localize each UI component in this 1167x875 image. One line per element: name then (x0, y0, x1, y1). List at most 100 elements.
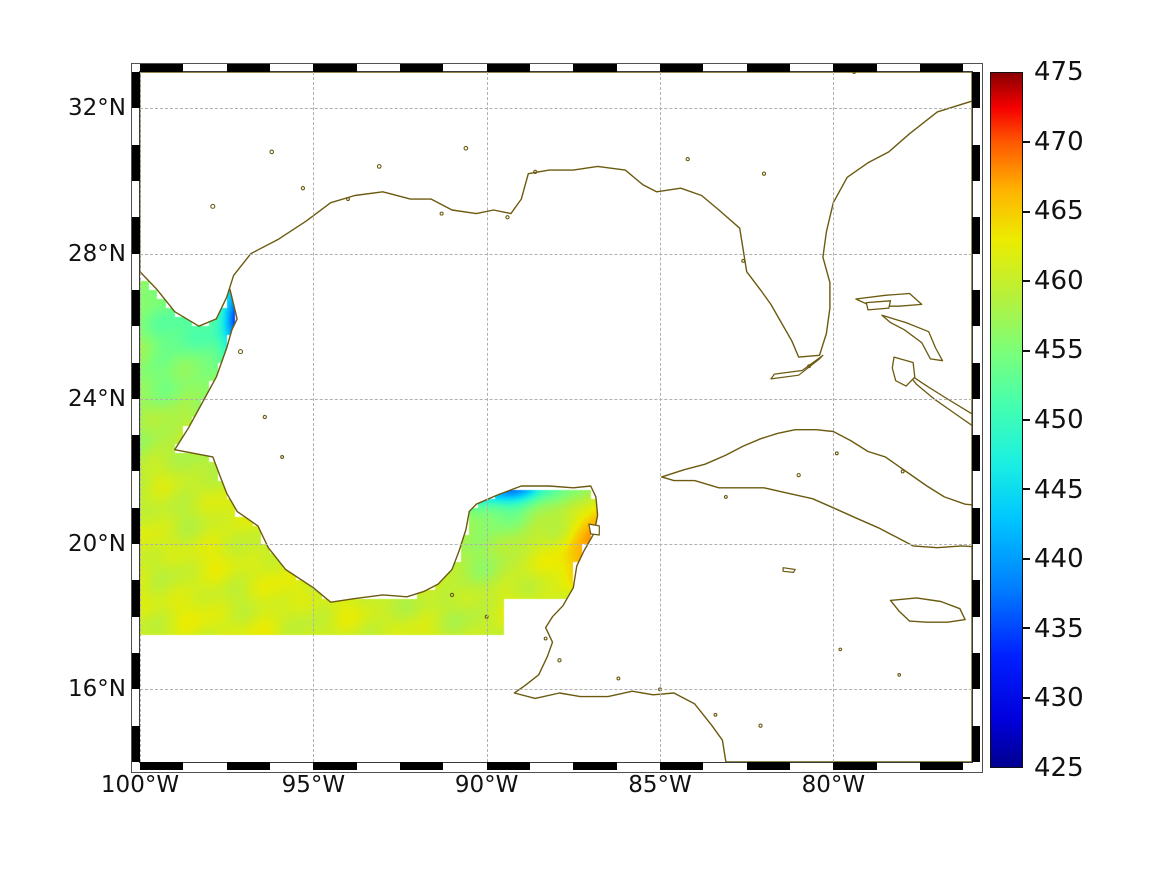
islet-marker (484, 614, 489, 619)
islet-marker (741, 258, 746, 263)
islet-marker (807, 364, 812, 369)
longitude-tick-label: 80°W (801, 772, 866, 798)
colorbar-tick-label: 425 (1034, 753, 1084, 783)
coastline-path (881, 314, 944, 362)
islet-marker (758, 723, 763, 728)
latitude-tick-label: 32°N (68, 95, 126, 122)
islet-marker (269, 149, 275, 155)
colorbar-tick-label: 460 (1034, 265, 1084, 296)
border-block (920, 762, 964, 770)
islet-marker (852, 72, 857, 74)
colorbar-tick-label: 465 (1034, 196, 1084, 227)
colorbar-tick-label: 455 (1034, 335, 1084, 366)
sea-surface-field (140, 72, 972, 762)
islet-marker (834, 451, 839, 456)
coastline-path (140, 72, 972, 358)
colorbar (990, 72, 1030, 768)
longitude-tick-label: 90°W (454, 772, 519, 798)
islet-marker (713, 712, 718, 717)
coastline-path (588, 523, 600, 536)
border-block (660, 64, 704, 72)
border-block (972, 435, 980, 472)
border-block (573, 762, 617, 770)
islet-marker (543, 636, 548, 641)
border-block (833, 64, 877, 72)
border-block (140, 762, 184, 770)
border-block (833, 762, 877, 770)
border-block (132, 507, 140, 545)
map-axes: 100°W 95°W 90°W 85°W 80°W 16°N 20°N 24°N 28°N 32… (68, 63, 983, 798)
longitude-tick-label: 85°W (628, 772, 692, 798)
islet-marker (897, 672, 902, 677)
latitude-tick-label: 20°N (68, 531, 126, 558)
border-block (132, 725, 140, 762)
colorbar-tick-label: 475 (1034, 57, 1084, 87)
border-block (132, 217, 140, 254)
latitude-tick-label: 24°N (68, 385, 126, 412)
border-block (132, 580, 140, 617)
border-block (486, 762, 530, 770)
islet-marker (280, 454, 285, 459)
border-block (132, 653, 140, 690)
coastline-layer (140, 72, 972, 762)
coastline-path (782, 567, 796, 573)
border-block (972, 144, 980, 181)
colorbar-tick (1022, 210, 1030, 213)
coastline-path (770, 354, 824, 380)
map-border-right (972, 64, 980, 770)
border-block (132, 362, 140, 399)
border-block (132, 289, 140, 327)
map-border-left (132, 64, 140, 770)
islet-marker (761, 171, 767, 176)
islet-marker (505, 215, 510, 220)
colorbar-tick-label: 445 (1034, 474, 1084, 505)
border-block (486, 64, 530, 72)
border-block (920, 64, 964, 72)
islet-marker (796, 472, 801, 478)
islet-marker (557, 658, 562, 663)
islet-marker (210, 203, 216, 209)
longitude-tick-label: 95°W (281, 772, 346, 798)
colorbar-tick (1022, 280, 1030, 283)
border-block (573, 64, 617, 72)
islet-marker (346, 197, 350, 202)
islet-marker (237, 349, 244, 355)
islet-marker (300, 186, 306, 191)
border-block (132, 435, 140, 472)
coastline-path (891, 356, 916, 387)
coastline-path (865, 300, 892, 311)
latitude-tick-label: 28°N (68, 240, 126, 267)
colorbar-tick (1022, 627, 1030, 630)
colorbar-tick (1022, 488, 1030, 491)
longitude-tick-label: 100°W (100, 772, 180, 798)
map-border-bottom (132, 762, 980, 770)
islet-marker (376, 164, 382, 169)
islet-marker (262, 414, 267, 420)
islet-marker (900, 469, 905, 474)
coastline-path (889, 597, 966, 623)
latitude-tick-label: 16°N (68, 676, 126, 703)
islet-marker (463, 145, 469, 151)
coastline-path (907, 372, 972, 427)
border-block (400, 64, 444, 72)
colorbar-tick (1022, 419, 1030, 421)
border-block (972, 72, 980, 109)
colorbar-tick (1022, 349, 1030, 352)
islet-marker (838, 647, 843, 652)
islet-marker (533, 169, 538, 175)
border-block (972, 653, 980, 690)
border-block (972, 362, 980, 399)
colorbar-tick (1022, 557, 1030, 560)
islet-marker (449, 592, 455, 598)
border-block (132, 144, 140, 181)
map-border-top (132, 64, 980, 72)
border-block (313, 762, 357, 770)
border-block (972, 725, 980, 762)
border-block (400, 762, 444, 770)
colorbar-tick-label: 470 (1034, 126, 1084, 157)
colorbar-tick (1022, 141, 1030, 144)
colorbar-tick-label: 440 (1034, 544, 1084, 575)
colorbar-tick-label: 450 (1034, 405, 1084, 435)
islet-marker (616, 676, 621, 681)
